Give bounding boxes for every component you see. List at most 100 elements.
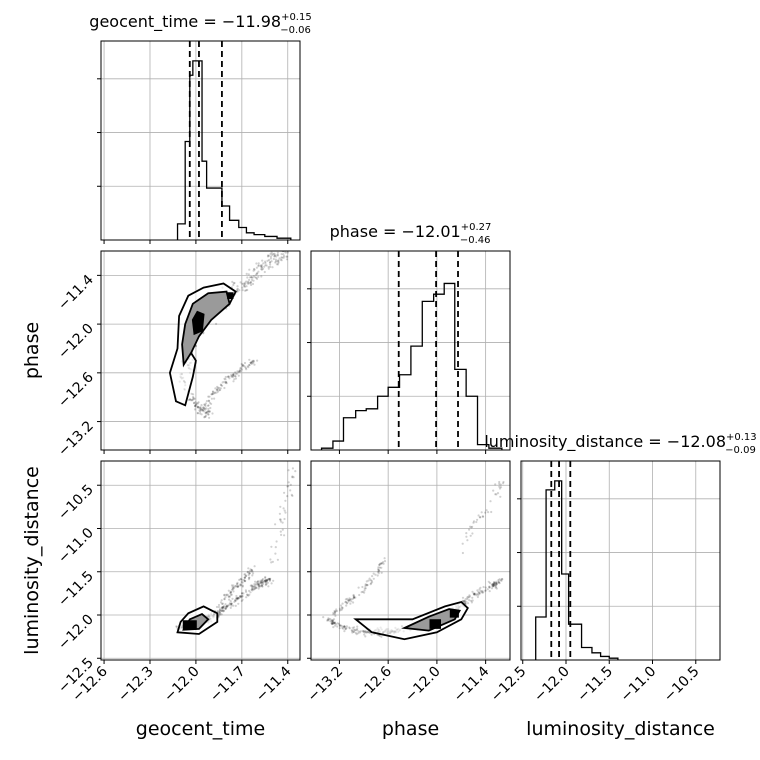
sample-point	[250, 568, 253, 572]
sample-point	[250, 569, 253, 572]
sample-point	[243, 576, 247, 579]
sample-point	[466, 596, 469, 599]
sample-point	[189, 399, 193, 402]
sample-point	[249, 361, 252, 364]
sample-point	[248, 576, 251, 579]
sample-point	[264, 261, 267, 265]
sample-point	[468, 595, 472, 598]
sample-point	[343, 625, 346, 628]
sample-point	[336, 625, 339, 628]
sample-point	[356, 627, 359, 631]
sample-point	[494, 493, 497, 496]
sample-point	[253, 583, 256, 586]
sample-point	[225, 605, 228, 608]
sample-point	[216, 390, 220, 393]
contour-core	[429, 619, 441, 629]
sample-point	[499, 495, 502, 498]
sample-point	[242, 592, 245, 595]
sample-point	[294, 470, 297, 473]
sample-point	[282, 248, 284, 250]
histogram-luminosity_distance	[535, 480, 619, 660]
sample-point	[492, 584, 495, 587]
sample-point	[232, 283, 235, 287]
sample-point	[249, 361, 252, 364]
sample-point	[263, 270, 266, 274]
sample-point	[253, 363, 256, 366]
sample-point	[276, 558, 279, 561]
sample-point	[220, 613, 223, 616]
sample-point	[199, 412, 202, 415]
sample-point	[335, 608, 338, 611]
sample-point	[243, 285, 246, 288]
sample-point	[322, 616, 325, 619]
sample-point	[247, 366, 250, 369]
sample-point	[256, 359, 259, 362]
sample-point	[188, 398, 191, 401]
sample-point	[282, 253, 285, 256]
sample-point	[289, 483, 292, 486]
sample-point	[238, 370, 241, 373]
sample-point	[348, 598, 351, 601]
sample-point	[221, 606, 224, 609]
sample-point	[211, 393, 214, 396]
sample-point	[239, 578, 242, 581]
sample-point	[245, 590, 248, 594]
sample-point	[358, 593, 361, 597]
sample-point	[369, 579, 372, 582]
sample-point	[247, 578, 251, 581]
sample-point	[256, 580, 259, 583]
sample-point	[280, 256, 283, 259]
sample-point	[268, 261, 272, 264]
sample-point	[221, 605, 224, 609]
y-tick-label: −12.0	[55, 321, 97, 363]
sample-point	[235, 597, 239, 600]
sample-point	[254, 580, 257, 583]
sample-point	[285, 258, 289, 261]
sample-point	[351, 631, 354, 634]
sample-point	[238, 596, 241, 599]
sample-point	[220, 609, 223, 613]
sample-point	[243, 283, 247, 286]
title-plus: +0.27	[461, 222, 492, 233]
sample-point	[266, 578, 269, 581]
sample-point	[269, 577, 272, 581]
sample-point	[498, 482, 501, 485]
sample-point	[469, 534, 472, 537]
sample-point	[247, 594, 250, 597]
sample-point	[256, 581, 259, 584]
sample-point	[484, 589, 487, 593]
sample-point	[249, 591, 252, 594]
sample-point	[467, 602, 470, 605]
histogram-phase	[320, 282, 503, 450]
title-text: phase = −12.01	[330, 222, 461, 241]
sample-point	[227, 375, 230, 378]
sample-point	[266, 255, 270, 258]
sample-point	[347, 599, 350, 602]
sample-point	[218, 609, 221, 612]
sample-point	[218, 613, 221, 616]
sample-point	[208, 395, 211, 398]
sample-point	[265, 579, 268, 582]
sample-point	[499, 579, 502, 582]
sample-point	[243, 576, 246, 579]
sample-point	[220, 606, 224, 610]
sample-point	[478, 516, 481, 519]
sample-point	[497, 580, 500, 583]
sample-point	[343, 625, 346, 628]
sample-point	[242, 364, 245, 367]
sample-point	[261, 584, 264, 588]
sample-point	[238, 595, 241, 598]
sample-point	[263, 580, 266, 583]
sample-point	[234, 584, 238, 587]
sample-point	[252, 359, 255, 362]
sample-point	[471, 532, 474, 535]
sample-point	[365, 631, 368, 634]
sample-point	[326, 619, 329, 622]
histogram-geocent_time	[176, 60, 292, 240]
sample-point	[280, 253, 283, 256]
sample-point	[260, 268, 263, 271]
sample-point	[265, 580, 268, 583]
sample-point	[236, 585, 239, 589]
sample-point	[233, 378, 236, 381]
sample-point	[212, 392, 215, 395]
